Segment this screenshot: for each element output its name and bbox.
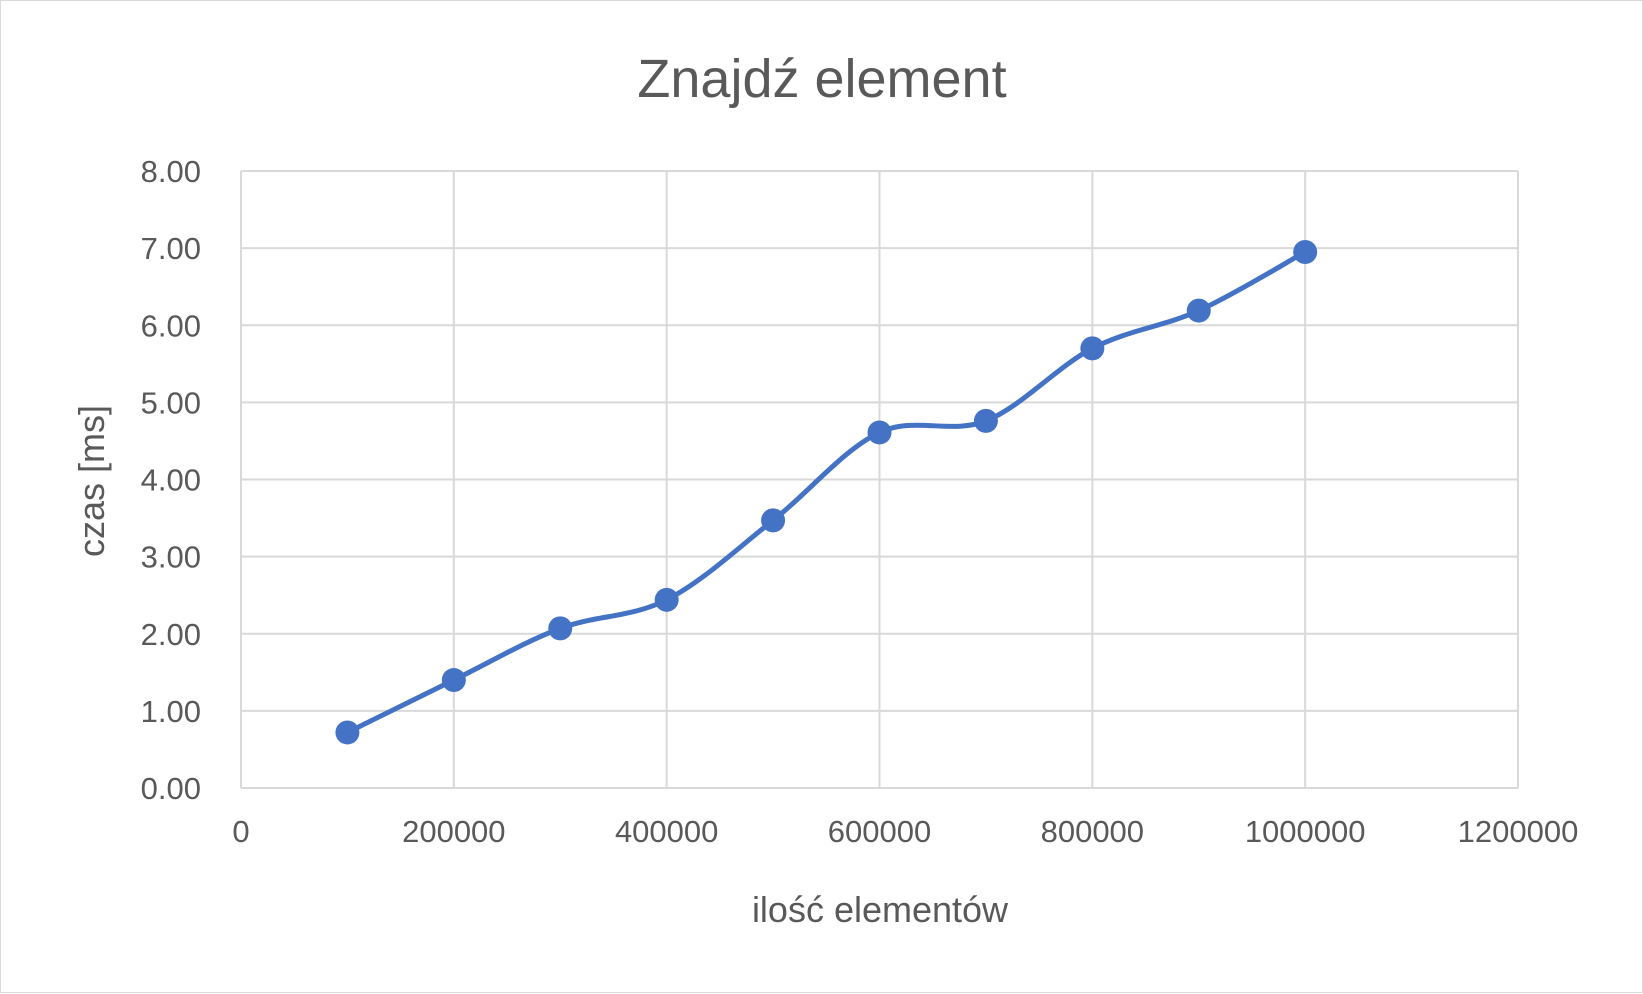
y-tick-label: 4.00 [141,463,201,498]
x-tick-label: 800000 [1041,814,1144,849]
data-point [1186,298,1211,323]
gridlines [240,170,1519,789]
data-point [548,616,573,641]
data-point [1080,336,1105,361]
y-tick-label: 7.00 [141,231,201,266]
y-axis-ticks: 0.00 1.00 2.00 3.00 4.00 5.00 6.00 7.00 8.00 [141,154,201,806]
data-point [761,508,786,533]
x-tick-label: 200000 [402,814,505,849]
data-point [867,420,892,445]
x-tick-label: 1200000 [1458,814,1579,849]
y-axis-title: czas [ms] [71,405,112,557]
x-tick-label: 600000 [828,814,931,849]
x-tick-label: 0 [232,814,249,849]
chart-title: Znajdź element [637,49,1006,109]
series-layer [335,239,1318,745]
y-tick-label: 8.00 [141,154,201,189]
x-axis-ticks: 0 200000 400000 600000 800000 1000000 1200000 [232,814,1578,849]
data-point [335,720,360,745]
series-line [344,249,1308,735]
x-axis-title: ilość elementów [752,889,1009,930]
data-point [441,668,466,693]
x-tick-label: 1000000 [1245,814,1366,849]
y-tick-label: 3.00 [141,540,201,575]
data-point [1293,239,1318,264]
y-tick-label: 5.00 [141,385,201,420]
y-tick-label: 6.00 [141,308,201,343]
y-tick-label: 2.00 [141,617,201,652]
data-point [973,408,998,433]
data-point [654,587,679,612]
x-tick-label: 400000 [615,814,718,849]
y-tick-label: 1.00 [141,694,201,729]
y-tick-label: 0.00 [141,771,201,806]
